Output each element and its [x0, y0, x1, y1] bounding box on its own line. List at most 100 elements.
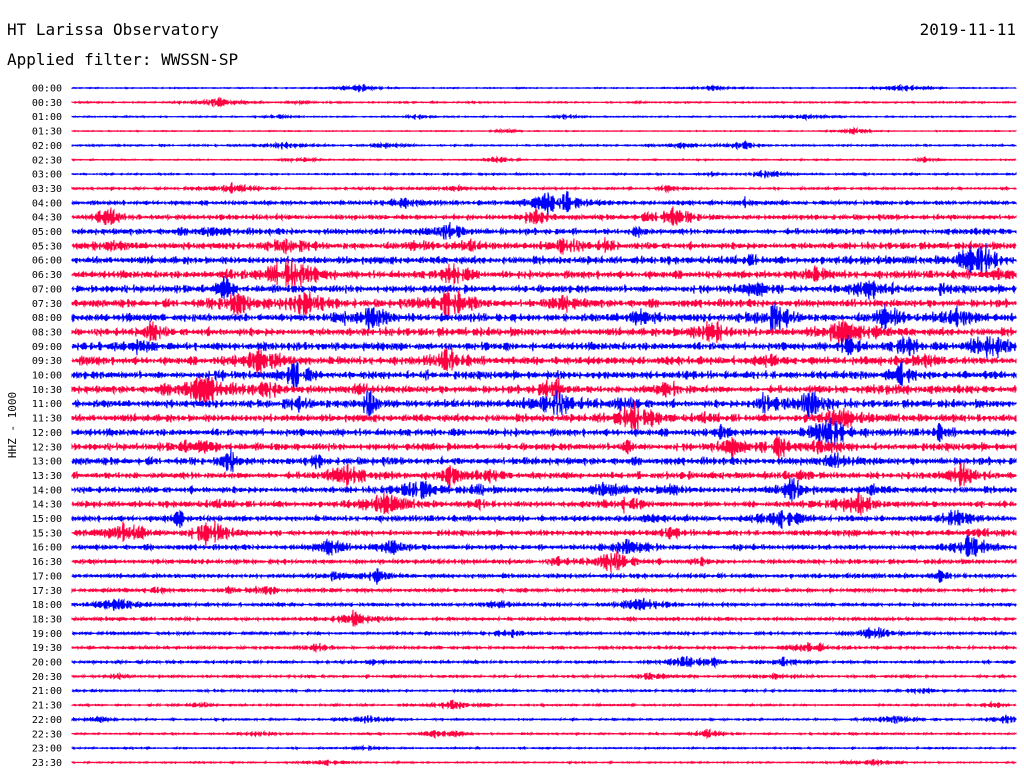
seismogram-trace-line — [71, 347, 1017, 375]
record-date: 2019-11-11 — [919, 20, 1016, 39]
seismogram-trace-line — [71, 744, 1017, 752]
time-tick-label: 12:30 — [32, 442, 62, 453]
time-tick-label: 10:30 — [32, 385, 62, 396]
seismogram-trace-line — [71, 126, 1017, 135]
time-tick-label: 12:00 — [32, 428, 62, 439]
seismogram-trace-line — [71, 477, 1017, 504]
time-tick-label: 19:30 — [32, 643, 62, 654]
time-tick-label: 08:30 — [32, 327, 62, 338]
time-tick-label: 19:00 — [32, 629, 62, 640]
seismogram-trace-line — [71, 335, 1017, 359]
time-tick-label: 16:00 — [32, 543, 62, 554]
time-tick-label: 02:00 — [32, 141, 62, 152]
time-tick-label: 23:30 — [32, 758, 62, 769]
channel-axis-label: HHZ - 1000 — [6, 392, 19, 458]
seismogram-trace-line — [71, 435, 1017, 460]
time-tick-label: 15:00 — [32, 514, 62, 525]
seismogram-trace-line — [71, 568, 1017, 585]
time-tick-label: 21:30 — [32, 701, 62, 712]
seismogram-trace-line — [71, 96, 1017, 108]
seismogram-trace-line — [71, 509, 1017, 530]
time-tick-label: 23:00 — [32, 744, 62, 755]
time-tick-label: 13:00 — [32, 457, 62, 468]
seismogram-trace-line — [71, 221, 1017, 240]
time-tick-label: 08:00 — [32, 313, 62, 324]
time-tick-label: 09:30 — [32, 356, 62, 367]
time-tick-label: 07:30 — [32, 299, 62, 310]
seismogram-trace-line — [71, 655, 1017, 669]
time-tick-label: 09:00 — [32, 342, 62, 353]
seismogram-trace-line — [71, 206, 1017, 226]
seismogram-trace-line — [71, 626, 1017, 640]
time-tick-label: 11:30 — [32, 414, 62, 425]
time-tick-label: 06:30 — [32, 270, 62, 281]
time-tick-label: 00:00 — [32, 84, 62, 95]
time-tick-labels: 00:00 00:30 01:00 01:30 02:00 02:30 03:00 03:30… — [32, 84, 62, 769]
seismogram-trace-line — [71, 155, 1017, 164]
seismogram-trace-line — [71, 275, 1017, 300]
seismogram-trace-line — [71, 491, 1017, 516]
time-tick-label: 18:30 — [32, 614, 62, 625]
time-tick-label: 21:00 — [32, 686, 62, 697]
seismogram-trace-line — [71, 83, 1017, 93]
seismogram-trace-line — [71, 182, 1017, 194]
time-tick-label: 01:00 — [32, 112, 62, 123]
time-tick-label: 16:30 — [32, 557, 62, 568]
seismogram-trace-line — [71, 318, 1017, 346]
time-tick-label: 01:30 — [32, 127, 62, 138]
seismogram-trace-line — [71, 169, 1017, 179]
seismogram-trace-line — [71, 597, 1017, 612]
time-tick-label: 18:00 — [32, 600, 62, 611]
seismogram-trace-line — [71, 376, 1017, 406]
time-tick-label: 10:00 — [32, 371, 62, 382]
seismogram-trace-line — [71, 535, 1017, 557]
time-tick-label: 00:30 — [32, 98, 62, 109]
time-tick-label: 17:00 — [32, 571, 62, 582]
seismogram-trace-line — [71, 242, 1017, 276]
seismogram-trace-line — [71, 289, 1017, 317]
seismogram-trace-line — [71, 400, 1017, 432]
seismogram-trace-line — [71, 714, 1017, 725]
time-tick-label: 13:30 — [32, 471, 62, 482]
time-tick-label: 11:00 — [32, 399, 62, 410]
seismogram-trace-line — [71, 671, 1017, 681]
seismogram-trace-line — [71, 389, 1017, 419]
time-tick-label: 04:30 — [32, 213, 62, 224]
seismogram-trace-line — [71, 417, 1017, 447]
seismogram-trace-line — [71, 520, 1017, 546]
time-tick-label: 15:30 — [32, 528, 62, 539]
seismogram-trace-line — [71, 550, 1017, 573]
seismogram-trace-line — [71, 699, 1017, 710]
time-tick-label: 14:00 — [32, 485, 62, 496]
time-tick-label: 20:00 — [32, 658, 62, 669]
time-tick-label: 05:30 — [32, 241, 62, 252]
seismogram-trace-line — [71, 448, 1017, 473]
seismogram-trace-line — [71, 360, 1017, 391]
time-tick-label: 03:30 — [32, 184, 62, 195]
time-tick-label: 02:30 — [32, 155, 62, 166]
time-tick-label: 03:00 — [32, 170, 62, 181]
seismogram-trace-line — [71, 641, 1017, 653]
time-tick-label: 20:30 — [32, 672, 62, 683]
time-tick-label: 22:00 — [32, 715, 62, 726]
seismogram-trace-line — [71, 139, 1017, 151]
time-tick-label: 05:00 — [32, 227, 62, 238]
seismogram-trace-line — [71, 609, 1017, 627]
seismogram-trace-line — [71, 585, 1017, 596]
time-tick-label: 14:30 — [32, 500, 62, 511]
applied-filter-label: Applied filter: WWSSN-SP — [7, 50, 239, 69]
seismogram-trace-line — [71, 728, 1017, 740]
seismogram-trace-line — [71, 462, 1017, 489]
time-tick-label: 04:00 — [32, 198, 62, 209]
seismogram-trace-line — [71, 259, 1017, 289]
seismogram-trace-line — [71, 191, 1017, 216]
time-tick-label: 06:00 — [32, 256, 62, 267]
seismogram-trace-line — [71, 113, 1017, 122]
seismogram-trace-line — [71, 302, 1017, 334]
seismogram-trace-line — [71, 758, 1017, 768]
seismogram-trace-line — [71, 237, 1017, 255]
time-tick-label: 22:30 — [32, 729, 62, 740]
seismogram-trace-line — [71, 687, 1017, 696]
observatory-title: HT Larissa Observatory — [7, 20, 219, 39]
